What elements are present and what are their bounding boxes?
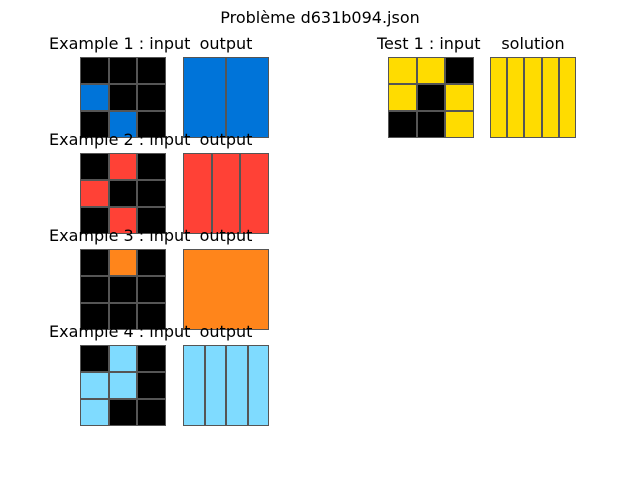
test-1-input-grid-cell-0-1 (416, 57, 446, 84)
test-1-input-grid-cell-0-0 (388, 57, 417, 84)
example-1-output-grid-cell-0-0 (183, 57, 226, 138)
example-3-input-grid-cell-2-1 (108, 303, 138, 330)
test-1-input-grid-cell-2-0 (388, 111, 417, 138)
example-4-output-grid-cell-0-2 (226, 345, 248, 426)
example-2-output-grid-cell-0-0 (183, 153, 212, 234)
test-1-input-grid (388, 57, 474, 138)
test-1-input-grid-cell-2-2 (445, 111, 474, 138)
example-1-input-grid-cell-1-2 (137, 84, 166, 111)
example-3-input-grid-cell-0-0 (80, 249, 109, 276)
example-4-input-grid-cell-1-2 (137, 372, 166, 399)
example-3-input-grid-cell-0-2 (137, 249, 166, 276)
example-2-input-grid (80, 153, 166, 234)
test-1-solution-grid-cell-0-1 (507, 57, 525, 138)
example-4-input-grid-cell-2-2 (137, 399, 166, 426)
example-2-output-label: output (199, 130, 253, 149)
example-1-input-grid-cell-0-2 (137, 57, 166, 84)
example-2-input-grid-cell-0-1 (108, 153, 138, 180)
test-1-input-grid-cell-1-1 (416, 84, 446, 111)
example-4-output-grid-cell-0-1 (204, 345, 226, 426)
example-4-input-grid-cell-0-0 (80, 345, 109, 372)
example-1-input-grid-cell-2-2 (137, 111, 166, 138)
test-1-solution-grid-cell-0-4 (558, 57, 576, 138)
example-2-input-grid-cell-2-2 (137, 207, 166, 234)
example-4-input-grid-cell-2-0 (80, 399, 109, 426)
test-1-input-label: Test 1 : input (377, 34, 481, 53)
example-4-output-grid-cell-0-3 (247, 345, 269, 426)
example-3-input-grid-cell-1-1 (108, 276, 138, 303)
test-1-solution-label: solution (501, 34, 565, 53)
test-1-input-grid-cell-1-2 (445, 84, 474, 111)
example-4-output-label: output (199, 322, 253, 341)
example-1-input-grid-cell-2-0 (80, 111, 109, 138)
test-1-solution-grid-cell-0-0 (490, 57, 508, 138)
example-1-input-grid-cell-1-0 (80, 84, 109, 111)
example-2-input-grid-cell-0-0 (80, 153, 109, 180)
test-1-solution-grid-cell-0-3 (541, 57, 559, 138)
example-4-input-grid-cell-0-1 (108, 345, 138, 372)
example-1-output-label: output (199, 34, 253, 53)
example-1-input-grid (80, 57, 166, 138)
example-4-input-grid-cell-2-1 (108, 399, 138, 426)
example-3-input-grid-cell-2-0 (80, 303, 109, 330)
example-2-input-grid-cell-0-2 (137, 153, 166, 180)
example-3-input-grid-cell-2-2 (137, 303, 166, 330)
example-2-output-grid (183, 153, 269, 234)
test-1-solution-grid (490, 57, 576, 138)
example-2-input-grid-cell-2-1 (108, 207, 138, 234)
example-3-input-label: Example 3 : input (49, 226, 191, 245)
test-1-input-grid-cell-0-2 (445, 57, 474, 84)
example-3-output-label: output (199, 226, 253, 245)
example-3-output-grid-cell-0-0 (183, 249, 269, 330)
example-2-input-grid-cell-1-1 (108, 180, 138, 207)
test-1-solution-grid-cell-0-2 (524, 57, 542, 138)
example-1-input-grid-cell-2-1 (108, 111, 138, 138)
example-2-output-grid-cell-0-2 (240, 153, 269, 234)
example-4-input-grid (80, 345, 166, 426)
example-3-input-grid (80, 249, 166, 330)
example-1-input-grid-cell-1-1 (108, 84, 138, 111)
example-3-input-grid-cell-0-1 (108, 249, 138, 276)
page-title: Problème d631b094.json (220, 8, 420, 27)
example-3-output-grid (183, 249, 269, 330)
test-1-input-grid-cell-1-0 (388, 84, 417, 111)
example-3-input-grid-cell-1-0 (80, 276, 109, 303)
example-3-input-grid-cell-1-2 (137, 276, 166, 303)
example-2-input-grid-cell-1-2 (137, 180, 166, 207)
test-1-input-grid-cell-2-1 (416, 111, 446, 138)
example-1-output-grid-cell-0-1 (226, 57, 269, 138)
example-4-input-grid-cell-1-0 (80, 372, 109, 399)
example-1-input-grid-cell-0-1 (108, 57, 138, 84)
example-2-input-label: Example 2 : input (49, 130, 191, 149)
example-4-output-grid (183, 345, 269, 426)
example-1-input-grid-cell-0-0 (80, 57, 109, 84)
example-4-input-grid-cell-0-2 (137, 345, 166, 372)
example-4-output-grid-cell-0-0 (183, 345, 205, 426)
example-2-output-grid-cell-0-1 (211, 153, 241, 234)
example-4-input-label: Example 4 : input (49, 322, 191, 341)
example-1-input-label: Example 1 : input (49, 34, 191, 53)
example-2-input-grid-cell-1-0 (80, 180, 109, 207)
example-1-output-grid (183, 57, 269, 138)
example-2-input-grid-cell-2-0 (80, 207, 109, 234)
example-4-input-grid-cell-1-1 (108, 372, 138, 399)
